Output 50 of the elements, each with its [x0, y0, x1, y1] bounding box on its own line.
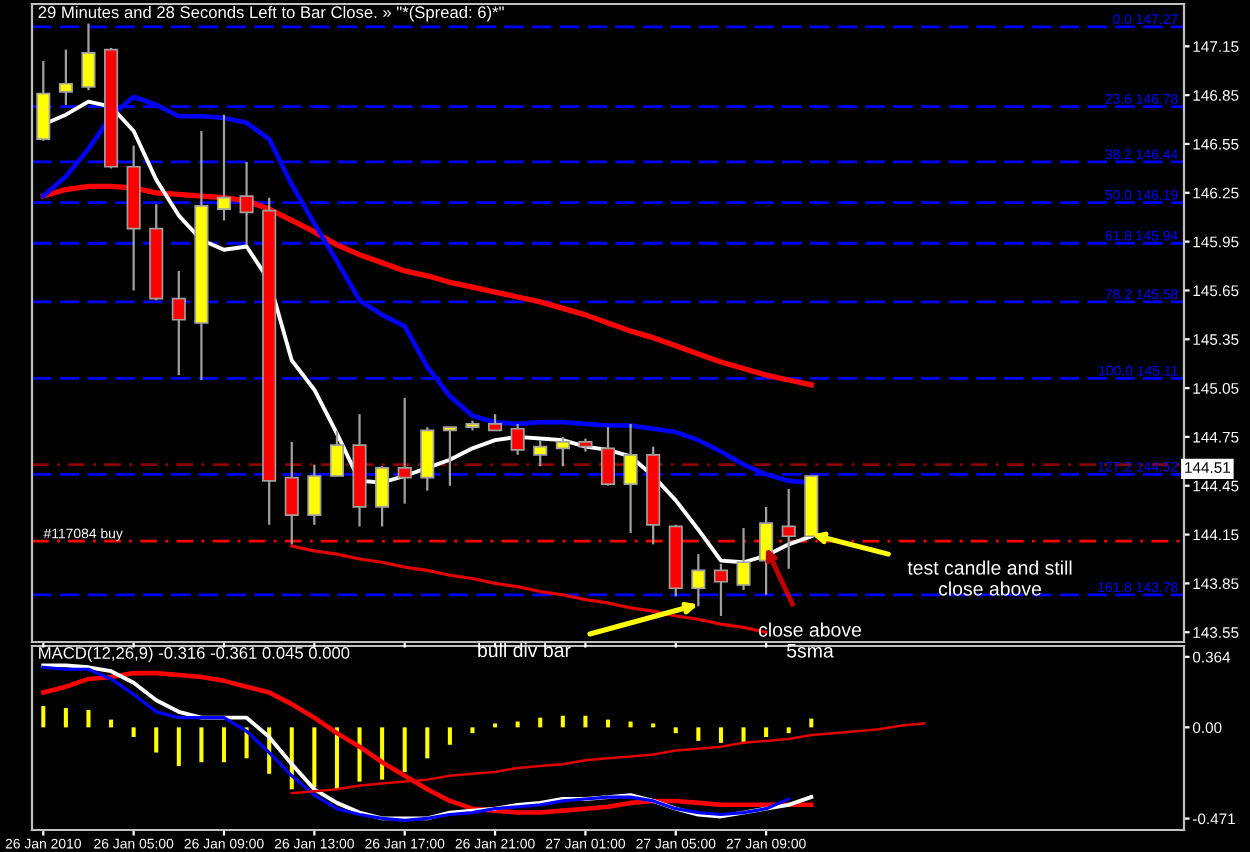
bar: [109, 719, 114, 728]
annotation: close above 5sma: [758, 622, 862, 658]
candlestick: [713, 562, 728, 618]
bar: [131, 727, 136, 738]
chart-title: MACD(12,26,9) -0.316 -0.361 0.045 0.000: [39, 646, 350, 663]
line-series: [290, 722, 926, 795]
bar: [63, 707, 68, 728]
candlestick: [58, 48, 73, 107]
bar: [809, 718, 814, 728]
chart-title: 29 Minutes and 28 Seconds Left to Bar Close. » "*(Spread: 6)*": [38, 5, 504, 22]
bar: [199, 727, 204, 763]
candlestick: [420, 426, 435, 492]
bar: [673, 727, 678, 734]
bar: [402, 727, 407, 772]
candlestick: [307, 463, 322, 526]
candlestick: [329, 429, 344, 478]
candlestick: [36, 59, 51, 142]
bar: [312, 727, 317, 788]
candlestick: [442, 426, 457, 487]
bar: [154, 727, 159, 753]
bar: [470, 727, 475, 734]
bar: [560, 715, 565, 728]
bar: [741, 727, 746, 743]
bar: [425, 727, 430, 759]
candlestick: [397, 396, 412, 505]
candlestick: [375, 465, 390, 528]
bar: [41, 706, 46, 728]
bar: [764, 727, 769, 738]
candlestick: [600, 426, 616, 487]
bar: [696, 727, 701, 741]
candlestick: [555, 435, 570, 468]
bar: [605, 719, 611, 728]
bar: [786, 727, 791, 734]
candlestick: [736, 526, 751, 592]
candlestick: [81, 22, 96, 92]
bar: [583, 715, 588, 728]
candlestick: [623, 422, 638, 535]
candlestick: [216, 113, 232, 222]
bar: [718, 727, 723, 743]
candlestick: [171, 269, 186, 377]
bar: [357, 727, 362, 782]
bar: [447, 727, 452, 745]
bar: [176, 727, 181, 767]
annotation: bull div bar: [478, 642, 571, 658]
bar: [221, 727, 227, 763]
annotation: test candle and still close above: [907, 560, 1072, 596]
bar: [86, 709, 91, 728]
candlestick: [510, 422, 525, 456]
candlestick: [533, 439, 548, 468]
bar: [538, 717, 543, 728]
